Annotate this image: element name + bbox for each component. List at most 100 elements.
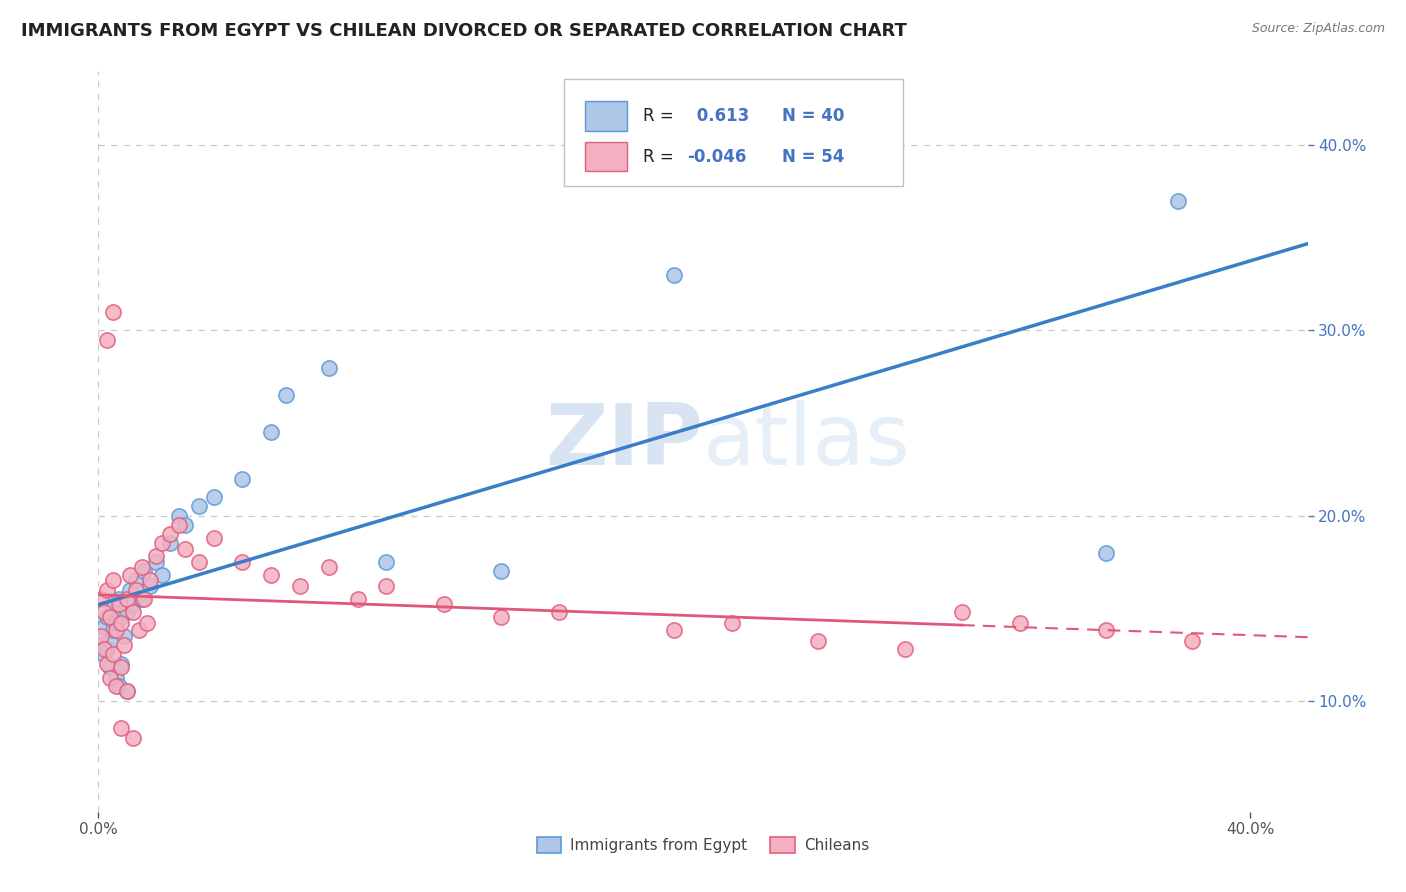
Point	[318, 560, 340, 574]
Point	[128, 624, 150, 638]
Point	[107, 598, 129, 612]
Text: Source: ZipAtlas.com: Source: ZipAtlas.com	[1251, 22, 1385, 36]
Point	[96, 610, 118, 624]
Point	[131, 560, 153, 574]
Point	[664, 624, 686, 638]
Text: 0.613: 0.613	[690, 107, 749, 125]
Point	[115, 684, 138, 698]
Point	[110, 610, 132, 624]
Point	[664, 268, 686, 282]
Point	[346, 591, 368, 606]
Point	[491, 610, 513, 624]
Point	[173, 541, 195, 556]
Point	[101, 601, 124, 615]
Point	[122, 731, 145, 745]
Text: R =: R =	[643, 107, 673, 125]
Point	[96, 641, 118, 656]
Point	[101, 305, 124, 319]
Point	[93, 648, 115, 662]
Point	[120, 567, 142, 582]
Point	[1167, 194, 1189, 208]
Point	[122, 605, 145, 619]
Point	[107, 591, 129, 606]
Point	[90, 638, 112, 652]
Point	[433, 598, 456, 612]
Point	[101, 624, 124, 638]
Point	[115, 605, 138, 619]
Text: -0.046: -0.046	[688, 147, 747, 166]
Point	[120, 582, 142, 597]
FancyBboxPatch shape	[585, 142, 627, 171]
Point	[807, 634, 830, 648]
Point	[318, 360, 340, 375]
Point	[104, 679, 127, 693]
FancyBboxPatch shape	[585, 101, 627, 130]
Point	[139, 574, 162, 588]
Point	[112, 638, 135, 652]
Point	[1095, 624, 1118, 638]
Point	[202, 490, 225, 504]
Point	[96, 657, 118, 671]
Point	[274, 388, 297, 402]
Point	[110, 615, 132, 630]
Point	[93, 641, 115, 656]
Text: IMMIGRANTS FROM EGYPT VS CHILEAN DIVORCED OR SEPARATED CORRELATION CHART: IMMIGRANTS FROM EGYPT VS CHILEAN DIVORCE…	[21, 22, 907, 40]
Point	[139, 579, 162, 593]
Point	[188, 500, 211, 514]
Point	[1181, 634, 1204, 648]
Point	[188, 555, 211, 569]
Text: N = 54: N = 54	[782, 147, 844, 166]
Point	[260, 425, 283, 440]
Point	[110, 722, 132, 736]
Point	[93, 605, 115, 619]
Legend: Immigrants from Egypt, Chileans: Immigrants from Egypt, Chileans	[530, 830, 876, 860]
Point	[150, 567, 173, 582]
Point	[288, 579, 311, 593]
Point	[125, 574, 148, 588]
Point	[98, 660, 121, 674]
Point	[101, 574, 124, 588]
Point	[134, 564, 156, 578]
Text: atlas: atlas	[703, 400, 911, 483]
Text: ZIP: ZIP	[546, 400, 703, 483]
Point	[150, 536, 173, 550]
Point	[375, 579, 398, 593]
Point	[231, 471, 253, 485]
Point	[145, 555, 167, 569]
Point	[145, 549, 167, 564]
Point	[491, 564, 513, 578]
Point	[375, 555, 398, 569]
Point	[136, 615, 159, 630]
Point	[98, 610, 121, 624]
Point	[173, 517, 195, 532]
Point	[107, 679, 129, 693]
Point	[101, 648, 124, 662]
Point	[98, 634, 121, 648]
Point	[134, 591, 156, 606]
Point	[950, 605, 973, 619]
Point	[96, 333, 118, 347]
Point	[548, 605, 571, 619]
Point	[1095, 546, 1118, 560]
Point	[159, 527, 181, 541]
FancyBboxPatch shape	[564, 78, 903, 186]
Point	[167, 517, 190, 532]
Point	[104, 624, 127, 638]
Point	[112, 629, 135, 643]
Point	[122, 598, 145, 612]
Point	[1008, 615, 1031, 630]
Point	[93, 619, 115, 633]
Point	[104, 615, 127, 630]
Point	[131, 591, 153, 606]
Point	[115, 684, 138, 698]
Point	[98, 672, 121, 686]
Point	[260, 567, 283, 582]
Point	[115, 591, 138, 606]
Point	[167, 508, 190, 523]
Point	[110, 660, 132, 674]
Point	[90, 591, 112, 606]
Point	[104, 672, 127, 686]
Point	[110, 657, 132, 671]
Point	[893, 641, 915, 656]
Text: R =: R =	[643, 147, 673, 166]
